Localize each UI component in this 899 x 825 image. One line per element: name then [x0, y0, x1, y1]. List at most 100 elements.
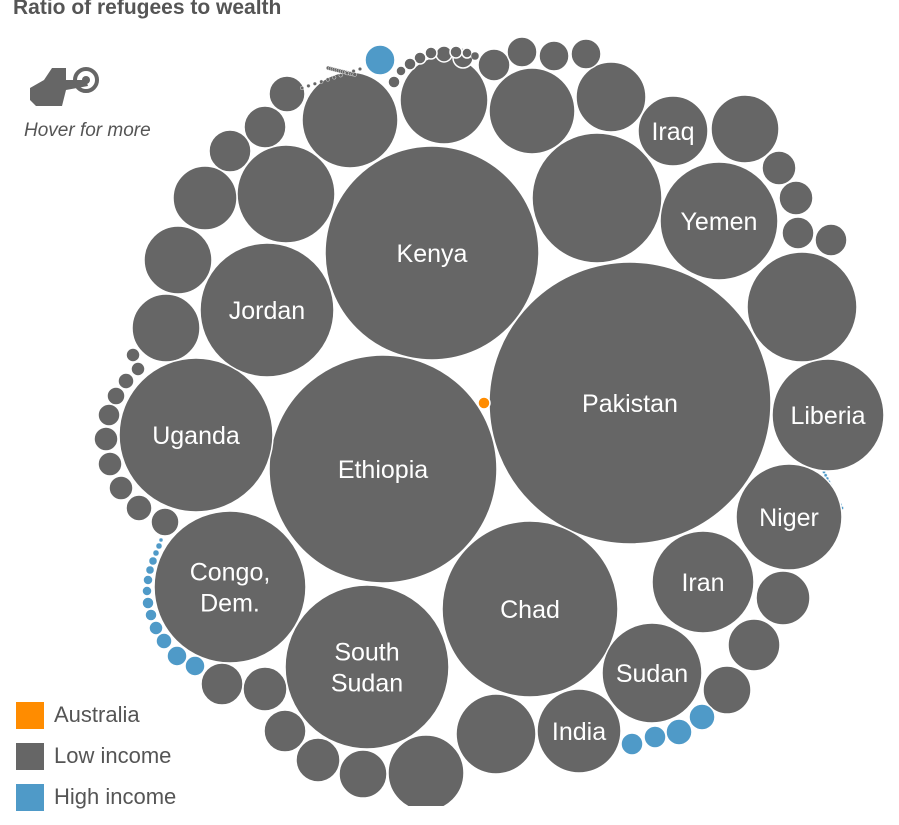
- low-income-bubble-29[interactable]: [125, 494, 153, 522]
- bubble-kenya[interactable]: [324, 145, 540, 361]
- low-income-bubble-10[interactable]: [243, 105, 287, 149]
- high-income-bubble-54[interactable]: [665, 718, 693, 746]
- bubble-ethiopia[interactable]: [268, 354, 498, 584]
- low-income-bubble-41[interactable]: [570, 38, 602, 70]
- low-income-bubble-101[interactable]: [332, 75, 337, 80]
- high-income-bubble-53[interactable]: [688, 703, 716, 731]
- low-income-bubble-22[interactable]: [387, 734, 465, 806]
- high-income-bubble-56[interactable]: [620, 732, 644, 756]
- bubble-south-sudan[interactable]: [284, 584, 450, 750]
- low-income-bubble-49[interactable]: [449, 45, 463, 59]
- high-income-bubble-85[interactable]: [823, 473, 828, 478]
- low-income-bubble-30[interactable]: [108, 475, 134, 501]
- low-income-bubble-39[interactable]: [506, 36, 538, 68]
- low-income-bubble-44[interactable]: [424, 46, 438, 60]
- bubble-australia[interactable]: [477, 396, 491, 410]
- legend-swatch-high-income: [16, 784, 44, 811]
- low-income-bubble-36[interactable]: [130, 361, 146, 377]
- low-income-bubble-18[interactable]: [755, 570, 811, 626]
- high-income-bubble-65[interactable]: [145, 565, 155, 575]
- low-income-bubble-34[interactable]: [106, 386, 126, 406]
- low-income-bubble-14[interactable]: [778, 180, 814, 216]
- high-income-bubble-60[interactable]: [148, 620, 164, 636]
- low-income-bubble-20[interactable]: [702, 665, 752, 715]
- low-income-bubble-40[interactable]: [538, 40, 570, 72]
- low-income-bubble-9[interactable]: [208, 129, 252, 173]
- high-income-bubble-58[interactable]: [166, 645, 188, 667]
- low-income-bubble-33[interactable]: [97, 403, 121, 427]
- bubble-congo-dem-label: Congo, Dem.: [190, 558, 271, 617]
- high-income-bubble-59[interactable]: [155, 632, 173, 650]
- bubble-iran[interactable]: [651, 530, 755, 634]
- bubble-iran-label: Iran: [681, 569, 724, 597]
- low-income-bubble-38[interactable]: [477, 48, 511, 82]
- high-income-bubble-68[interactable]: [155, 542, 163, 550]
- bubble-sudan[interactable]: [601, 622, 703, 724]
- low-income-bubble-12[interactable]: [710, 94, 780, 164]
- low-income-bubble-25[interactable]: [263, 709, 307, 753]
- low-income-bubble-97[interactable]: [306, 83, 311, 88]
- low-income-bubble-98[interactable]: [312, 81, 317, 86]
- low-income-bubble-6[interactable]: [172, 165, 238, 231]
- low-income-bubble-31[interactable]: [97, 451, 123, 477]
- low-income-bubble-96[interactable]: [300, 85, 305, 90]
- high-income-bubble-66[interactable]: [148, 556, 158, 566]
- low-income-bubble-51[interactable]: [470, 51, 480, 61]
- low-income-bubble-13[interactable]: [761, 150, 797, 186]
- high-income-bubble-62[interactable]: [141, 596, 155, 610]
- high-income-bubble-61[interactable]: [144, 608, 158, 622]
- high-income-bubble-63[interactable]: [141, 585, 153, 597]
- low-income-bubble-11[interactable]: [268, 75, 306, 113]
- bubble-yemen[interactable]: [659, 161, 779, 281]
- bubble-india[interactable]: [536, 688, 622, 774]
- high-income-bubble-57[interactable]: [184, 655, 206, 677]
- low-income-bubble-8[interactable]: [131, 293, 201, 363]
- pointing-hand-icon: [30, 67, 99, 106]
- low-income-bubble-19[interactable]: [727, 618, 781, 672]
- legend-swatch-australia: [16, 702, 44, 729]
- low-income-bubble-28[interactable]: [150, 507, 180, 537]
- low-income-bubble-99[interactable]: [319, 79, 324, 84]
- low-income-bubble-23[interactable]: [338, 749, 388, 799]
- low-income-bubble-24[interactable]: [295, 737, 341, 783]
- bubble-niger[interactable]: [735, 463, 843, 571]
- high-income-bubble-69[interactable]: [158, 537, 164, 543]
- low-income-bubble-35[interactable]: [117, 372, 135, 390]
- low-income-bubble-15[interactable]: [781, 216, 815, 250]
- low-income-bubble-27[interactable]: [200, 662, 244, 706]
- low-income-bubble-83[interactable]: [352, 72, 357, 77]
- low-income-bubble-16[interactable]: [814, 223, 848, 257]
- low-income-bubble-100[interactable]: [325, 77, 330, 82]
- bubble-iraq[interactable]: [637, 95, 709, 167]
- low-income-bubble-48[interactable]: [387, 75, 401, 89]
- low-income-bubble-21[interactable]: [455, 693, 537, 775]
- low-income-bubble-26[interactable]: [242, 666, 288, 712]
- low-income-bubble-103[interactable]: [345, 71, 350, 76]
- low-income-bubble-104[interactable]: [351, 69, 356, 74]
- bubble-congo-dem[interactable]: [153, 510, 307, 664]
- low-income-bubble-0[interactable]: [531, 132, 663, 264]
- bubble-chad[interactable]: [441, 520, 619, 698]
- bubble-uganda[interactable]: [118, 357, 274, 513]
- low-income-bubble-47[interactable]: [395, 65, 407, 77]
- low-income-bubble-37[interactable]: [125, 347, 141, 363]
- high-income-bubble-55[interactable]: [643, 725, 667, 749]
- high-income-bubble-67[interactable]: [152, 549, 160, 557]
- low-income-bubble-17[interactable]: [746, 251, 858, 363]
- bubble-liberia[interactable]: [771, 358, 885, 472]
- high-income-bubble-64[interactable]: [142, 574, 154, 586]
- low-income-bubble-1[interactable]: [488, 67, 576, 155]
- low-income-bubble-105[interactable]: [358, 66, 363, 71]
- bubble-pakistan-label: Pakistan: [582, 390, 678, 418]
- low-income-bubble-102[interactable]: [338, 73, 343, 78]
- low-income-bubble-32[interactable]: [93, 426, 119, 452]
- low-income-bubble-50[interactable]: [461, 47, 473, 59]
- bubble-jordan[interactable]: [199, 242, 335, 378]
- low-income-bubble-4[interactable]: [575, 61, 647, 133]
- high-income-bubble-52[interactable]: [364, 44, 396, 76]
- low-income-bubble-45[interactable]: [413, 51, 427, 65]
- low-income-bubble-7[interactable]: [143, 225, 213, 295]
- low-income-bubble-46[interactable]: [403, 57, 417, 71]
- low-income-bubble-3[interactable]: [301, 71, 399, 169]
- low-income-bubble-5[interactable]: [236, 144, 336, 244]
